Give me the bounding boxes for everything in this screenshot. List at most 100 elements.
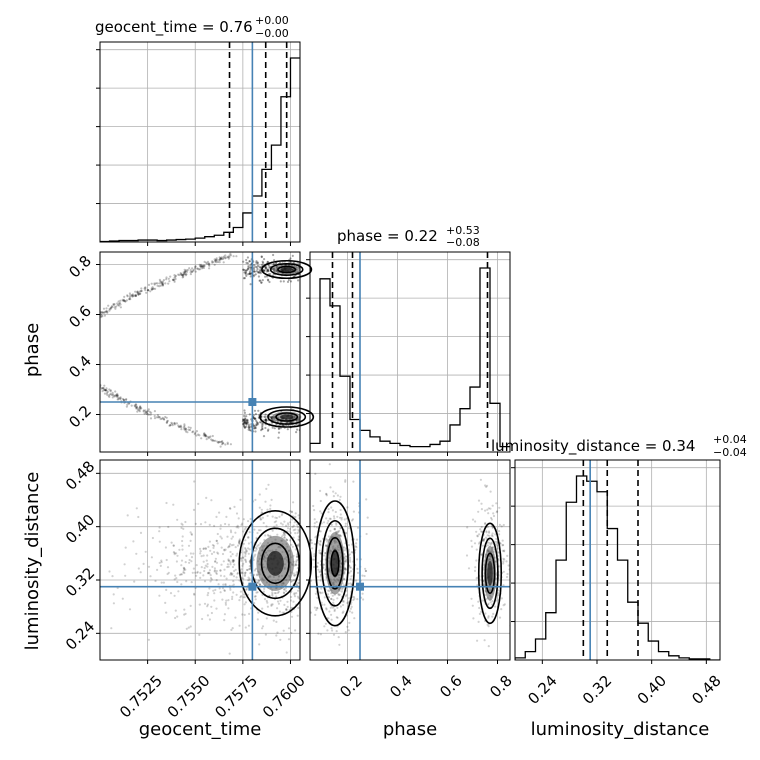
scatter-point [180,426,183,429]
scatter-point [364,569,368,573]
scatter-point [466,526,469,529]
scatter-point [217,583,220,586]
scatter-point [87,324,89,326]
scatter-point [79,341,81,343]
scatter-point [196,267,199,270]
scatter-point [465,554,469,557]
scatter-point [227,607,230,610]
scatter-point [316,575,320,578]
scatter-point [69,359,71,361]
scatter-point [485,484,489,487]
scatter-point [162,581,165,584]
scatter-point [319,539,322,543]
scatter-point [253,417,256,420]
scatter-point [492,514,496,518]
scatter-point [173,423,176,426]
scatter-point [490,518,493,521]
scatter-point [158,530,161,533]
scatter-point [279,280,282,283]
scatter-point [348,571,351,574]
scatter-point [235,255,238,258]
scatter-point [203,569,206,573]
scatter-point [212,546,215,550]
scatter-point [84,376,86,378]
scatter-point [263,258,266,261]
scatter-point [348,621,351,625]
scatter-point [154,287,157,290]
scatter-point [480,508,483,511]
scatter-point [72,347,74,349]
scatter-point [267,269,270,273]
scatter-point [208,523,211,527]
scatter-point [87,379,89,381]
scatter-point [244,271,247,274]
scatter-point [475,559,478,562]
scatter-point [209,435,212,438]
scatter-point [240,595,243,598]
scatter-point [207,437,210,440]
scatter-point [285,609,288,612]
density-phase-geocent-low-core [280,414,294,420]
scatter-point [160,280,163,283]
scatter-point [73,332,75,334]
scatter-point [276,607,279,610]
scatter-point [484,484,487,487]
scatter-point [94,377,96,379]
scatter-point [137,293,140,296]
scatter-point [224,584,227,587]
scatter-point [91,328,93,330]
scatter-point [117,396,120,399]
scatter-point [172,503,175,506]
scatter-point [156,284,159,287]
scatter-point [243,593,246,596]
scatter-point [119,299,122,302]
title-geocent-time-plus: +0.00 [255,14,289,27]
scatter-point [115,394,118,397]
scatter-point [292,524,295,527]
scatter-point [227,257,230,260]
scatter-point [281,523,284,526]
scatter-point [502,560,505,563]
scatter-point [350,519,354,522]
scatter-point [137,292,140,295]
title-luminosity-distance: luminosity_distance = 0.34 [491,437,695,456]
scatter-point [219,440,222,444]
scatter-point [286,522,290,525]
scatter-point [138,406,142,409]
scatter-point [185,554,188,558]
scatter-point [192,269,195,272]
scatter-point [275,520,278,523]
scatter-point [164,415,167,419]
scatter-point [336,616,339,619]
scatter-point [254,595,257,598]
scatter-point [236,571,240,575]
scatter-point [242,556,245,559]
scatter-point [290,580,293,583]
scatter-point [323,596,326,599]
scatter-point [485,530,488,533]
scatter-point [116,395,119,399]
scatter-point [234,531,237,534]
scatter-point [184,520,187,524]
scatter-point [330,613,333,616]
scatter-point [113,306,116,309]
scatter-point [261,426,264,429]
scatter-point [224,254,227,257]
scatter-point [73,499,75,501]
scatter-point [153,282,156,285]
scatter-point [73,352,75,354]
scatter-point [501,539,504,542]
scatter-point [70,357,72,359]
scatter-point [319,544,322,547]
scatter-point [253,427,256,430]
scatter-point [182,571,185,574]
scatter-point [106,310,109,313]
scatter-point [184,272,187,276]
scatter-point [229,563,232,566]
scatter-point [139,406,142,409]
scatter-point [319,489,322,492]
title-phase-plus: +0.53 [446,224,480,237]
scatter-point [79,339,81,341]
scatter-point [255,419,258,422]
scatter-point [102,387,105,390]
